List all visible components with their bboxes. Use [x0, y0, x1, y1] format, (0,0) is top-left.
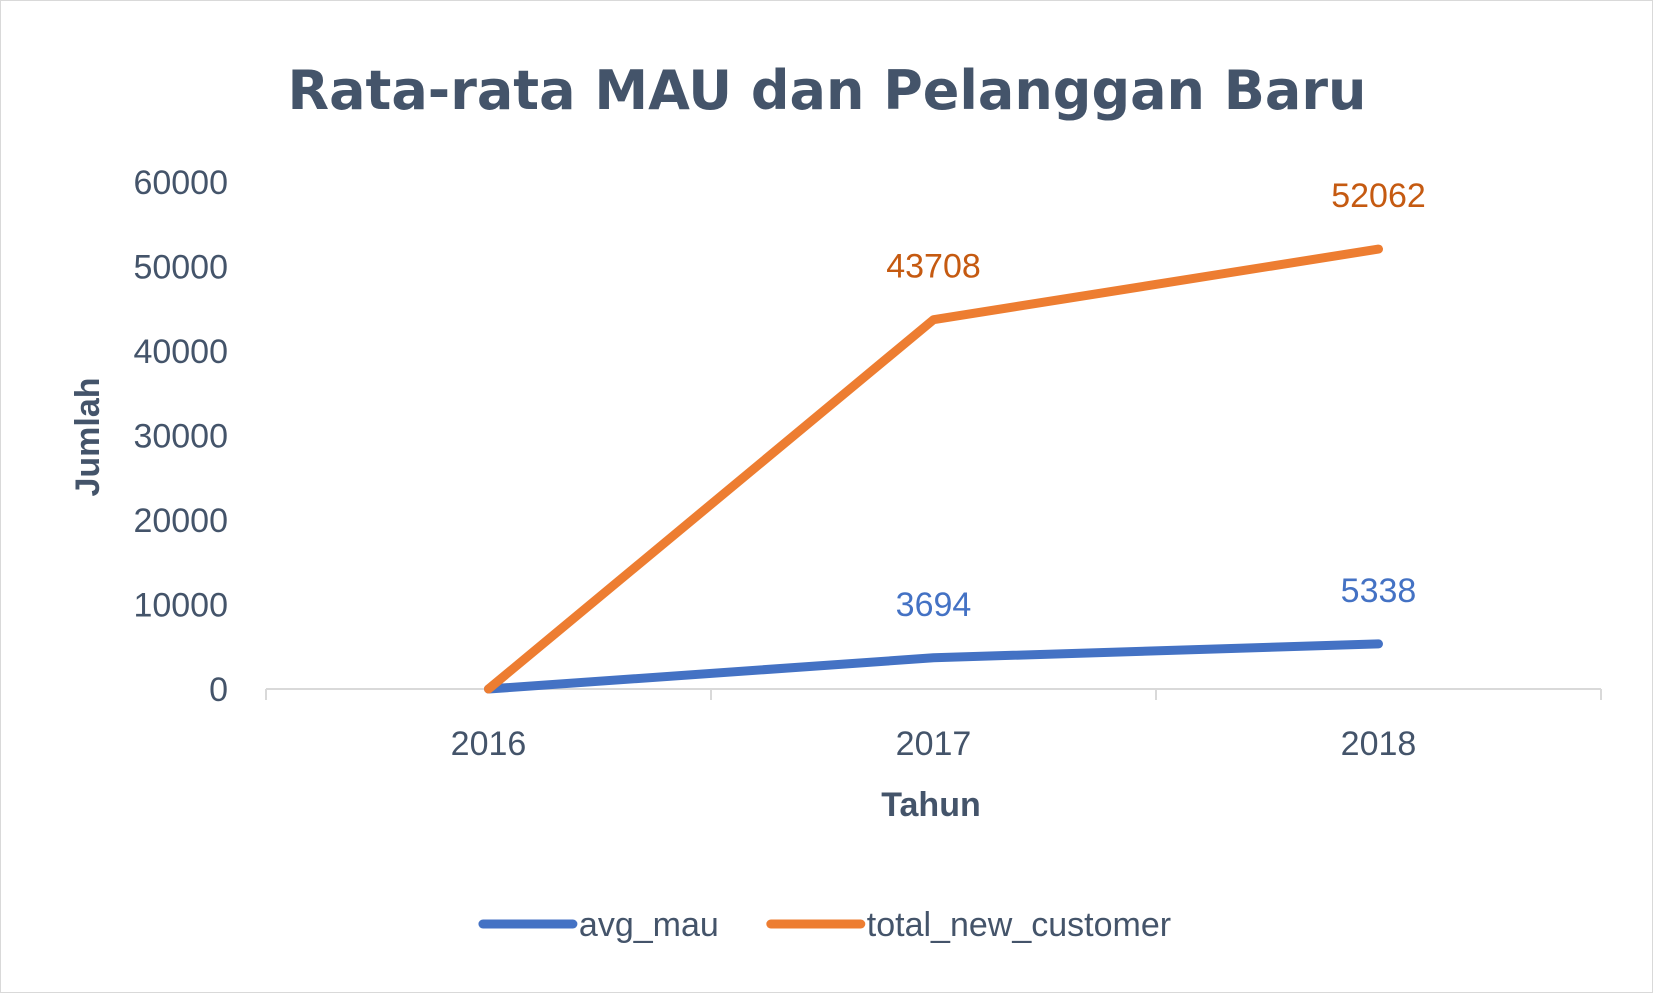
- legend-item-avg_mau: avg_mau: [478, 906, 719, 944]
- series-line-total_new_customer: [484, 244, 1383, 694]
- legend-label: avg_mau: [579, 906, 719, 944]
- legend: avg_mau total_new_customer: [478, 906, 1171, 944]
- data-labels: 3694 5338 43708 52062: [886, 177, 1426, 624]
- y-tick-label: 60000: [133, 164, 228, 202]
- legend-label: total_new_customer: [867, 906, 1171, 944]
- x-tick-label: 2017: [896, 725, 972, 763]
- x-tick-label: 2016: [451, 725, 527, 763]
- y-tick-label: 10000: [133, 587, 228, 625]
- chart-title: Rata-rata MAU dan Pelanggan Baru: [288, 59, 1367, 122]
- y-axis-label: Jumlah: [69, 377, 107, 496]
- y-tick-label: 0: [209, 671, 228, 709]
- data-label: 52062: [1331, 177, 1426, 215]
- x-tick-label: 2018: [1341, 725, 1417, 763]
- series-lines: [484, 244, 1383, 694]
- series-line-avg_mau: [484, 639, 1383, 694]
- y-tick-label: 20000: [133, 502, 228, 540]
- legend-item-total_new_customer: total_new_customer: [766, 906, 1171, 944]
- data-label: 5338: [1341, 572, 1417, 610]
- x-axis-label: Tahun: [881, 786, 980, 824]
- y-axis-ticks: 0 10000 20000 30000 40000 50000 60000: [133, 164, 228, 709]
- data-label: 3694: [896, 586, 972, 624]
- data-label: 43708: [886, 248, 981, 286]
- y-tick-label: 50000: [133, 249, 228, 287]
- y-tick-label: 30000: [133, 418, 228, 456]
- x-axis: 2016 2017 2018: [265, 688, 1602, 763]
- y-tick-label: 40000: [133, 333, 228, 371]
